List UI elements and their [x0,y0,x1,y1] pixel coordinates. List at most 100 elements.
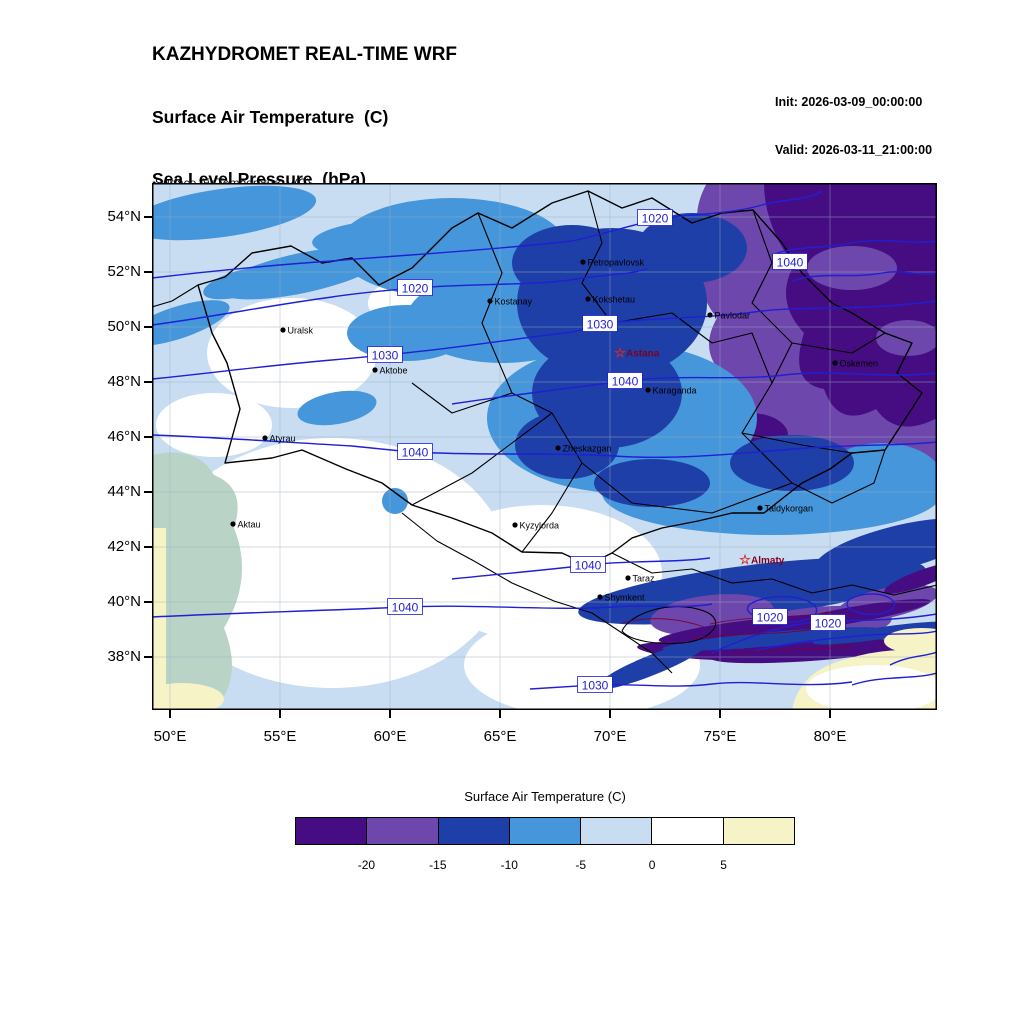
city-marker-zheskazgan: Zheskazgan [555,444,612,454]
colorbar-segment-0 [296,818,368,844]
capital-star-icon: ☆ [739,552,751,567]
city-marker-atyrau: Atyrau [262,434,296,444]
city-marker-pavlodar: Pavlodar [707,311,750,321]
colorbar-segment-1 [367,818,439,844]
city-dot-icon [832,360,838,366]
city-marker-oskemen: Oskemen [832,359,878,369]
colorbar-segment-3 [509,818,582,844]
city-dot-icon [625,575,631,581]
svg-text:1020: 1020 [402,282,429,296]
map-frame [152,183,937,710]
city-dot-icon [512,522,518,528]
pressure-contour-label: 1030 [582,315,618,332]
lat-tick [144,546,152,548]
city-marker-kostanay: Kostanay [487,297,533,307]
city-marker-shymkent: Shymkent [597,593,645,603]
lat-tick [144,271,152,273]
lat-tick [144,326,152,328]
svg-text:Aktau: Aktau [238,520,261,530]
political-borders-layer [152,190,937,674]
city-dot-icon [280,327,286,333]
svg-text:1020: 1020 [757,611,784,625]
lon-tick [389,710,391,718]
pressure-labels-layer: 1020 1040 1020 1030 1030 1040 1040 1040 1040 1020… [367,209,846,693]
colorbar-segment-2 [438,818,510,844]
city-marker-petropavlovsk: Petropavlovsk [580,258,645,268]
svg-text:Astana: Astana [626,349,660,360]
pressure-contour-label: 1040 [387,598,423,615]
map-area: 1020 1040 1020 1030 1030 1040 1040 1040 1040 1020… [152,183,937,710]
model-title: KAZHYDROMET REAL-TIME WRF [152,44,458,65]
svg-text:Kostanay: Kostanay [495,297,533,307]
legend-tick-row: -20 -15 -10 -5 0 5 [295,858,795,878]
pressure-contour-label: 1030 [577,676,613,693]
colorbar-tick-label: 5 [720,858,727,872]
city-dot-icon [555,445,561,451]
svg-text:1020: 1020 [642,212,669,226]
capital-marker-almaty: ☆ Almaty [739,552,785,567]
city-marker-karaganda: Karaganda [645,386,697,396]
pressure-contour-label: 1020 [752,608,788,625]
colorbar-tick-label: 0 [648,858,656,872]
svg-text:Kokshetau: Kokshetau [593,295,636,305]
svg-text:1040: 1040 [392,601,419,615]
svg-text:Shymkent: Shymkent [605,593,646,603]
init-time: Init: 2026-03-09_00:00:00 [775,95,923,109]
terrain-contours-layer [621,611,853,656]
lat-axis-label: 42°N [107,538,141,555]
svg-text:Pavlodar: Pavlodar [715,311,751,321]
colorbar-segment-5 [652,818,724,844]
pressure-contour-label: 1020 [810,614,846,631]
pressure-contour-label: 1030 [367,346,403,363]
valid-time: Valid: 2026-03-11_21:00:00 [775,143,933,157]
city-marker-taraz: Taraz [625,574,655,584]
svg-text:Uralsk: Uralsk [288,326,314,336]
lat-axis-label: 40°N [107,593,141,610]
lat-tick [144,601,152,603]
lat-axis-label: 46°N [107,428,141,445]
lon-tick [719,710,721,718]
svg-text:1040: 1040 [612,375,639,389]
kazakhstan-border [197,190,923,566]
pressure-contour-label: 1040 [570,556,606,573]
city-marker-aktobe: Aktobe [372,366,408,376]
svg-text:Taraz: Taraz [633,574,656,584]
lon-axis-label: 50°E [153,728,187,745]
city-marker-kyzylorda: Kyzylorda [512,521,559,531]
lon-axis-label: 55°E [263,728,297,745]
city-dot-icon [262,435,268,441]
lon-tick [609,710,611,718]
lon-tick [499,710,501,718]
pressure-contour-label: 1040 [772,253,808,270]
city-marker-aktau: Aktau [230,520,261,530]
city-dot-icon [757,505,763,511]
svg-text:Petropavlovsk: Petropavlovsk [588,258,645,268]
city-marker-kokshetau: Kokshetau [585,295,635,305]
lat-tick [144,656,152,658]
svg-text:Kyzylorda: Kyzylorda [520,521,560,531]
city-marker-uralsk: Uralsk [280,326,314,336]
colorbar-tick-label: -15 [429,858,447,872]
lon-tick [829,710,831,718]
svg-text:1040: 1040 [402,446,429,460]
lat-axis-label: 54°N [107,208,141,225]
pressure-contour-label: 1040 [397,443,433,460]
field-title-temperature: Surface Air Temperature (C) [152,107,389,127]
svg-text:1040: 1040 [777,256,804,270]
colorbar-tick-label: -10 [500,858,518,872]
svg-text:Taldykorgan: Taldykorgan [765,504,814,514]
pressure-contour-label: 1020 [397,279,433,296]
colorbar-segment-6 [723,818,794,844]
lat-tick [144,381,152,383]
colorbar-segment-4 [581,818,653,844]
svg-text:Almaty: Almaty [751,556,785,567]
lat-axis-label: 38°N [107,648,141,665]
svg-text:1030: 1030 [372,349,399,363]
pressure-contour-label: 1040 [607,372,643,389]
capital-marker-astana: ☆ Astana [614,345,660,360]
lon-axis-label: 70°E [593,728,627,745]
svg-text:Karaganda: Karaganda [653,386,697,396]
weather-map: 1020 1040 1020 1030 1030 1040 1040 1040 1040 1020… [152,183,937,710]
lat-axis-label: 44°N [107,483,141,500]
